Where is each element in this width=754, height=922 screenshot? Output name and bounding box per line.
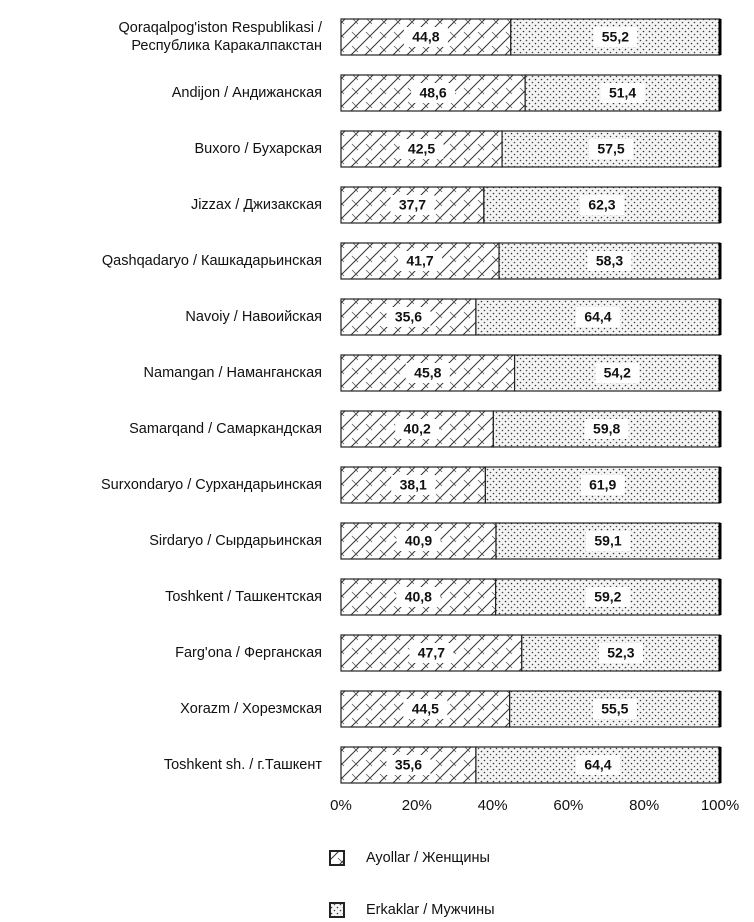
value-label-bg — [600, 83, 645, 103]
category-label: Andijon / Андижанская — [171, 85, 322, 101]
bar-segment — [340, 410, 494, 448]
value-label: 61,9 — [589, 477, 616, 493]
value-label: 51,4 — [609, 85, 636, 101]
category-label: Qoraqalpog'iston Respublikasi / Республи… — [118, 20, 322, 54]
legend-label: Ayollar / Женщины — [366, 850, 490, 866]
value-label-bg — [396, 587, 441, 607]
value-label: 35,6 — [395, 757, 422, 773]
bar-segment — [340, 466, 486, 504]
value-label: 64,4 — [584, 757, 611, 773]
category-label: Toshkent sh. / г.Ташкент — [163, 757, 322, 773]
value-label: 47,7 — [418, 645, 445, 661]
value-label-bg — [593, 27, 638, 47]
legend-label: Erkaklar / Мужчины — [366, 902, 495, 918]
value-label: 62,3 — [588, 197, 615, 213]
value-label: 48,6 — [419, 85, 446, 101]
category-label: Xorazm / Хорезмская — [180, 701, 322, 717]
value-label: 35,6 — [395, 309, 422, 325]
category-label: Farg'ona / Ферганская — [175, 645, 322, 661]
value-label-bg — [399, 139, 444, 159]
x-tick-label: 100% — [701, 797, 739, 814]
value-label: 44,5 — [412, 701, 439, 717]
value-label-bg — [592, 699, 637, 719]
value-label-bg — [589, 139, 634, 159]
value-label-bg — [396, 531, 441, 551]
bar-segment — [509, 690, 721, 728]
category-label: Sirdaryo / Сырдарьинская — [149, 533, 322, 549]
value-label-bg — [585, 587, 630, 607]
legend-swatch — [329, 902, 345, 918]
value-label: 44,8 — [412, 29, 439, 45]
value-label-bg — [587, 251, 632, 271]
legend-swatch — [329, 850, 345, 866]
value-label-bg — [580, 475, 625, 495]
category-label: Namangan / Наманганская — [143, 365, 322, 381]
value-label-bg — [403, 699, 448, 719]
value-label: 52,3 — [607, 645, 634, 661]
value-label: 59,1 — [594, 533, 621, 549]
value-label: 45,8 — [414, 365, 441, 381]
category-label: Jizzax / Джизакская — [190, 197, 322, 213]
value-label-bg — [390, 195, 435, 215]
value-label-bg — [403, 27, 448, 47]
value-label-bg — [598, 643, 643, 663]
value-label: 54,2 — [604, 365, 631, 381]
value-label-bg — [386, 755, 431, 775]
category-label: Navoiy / Навоийская — [185, 309, 322, 325]
value-label: 58,3 — [596, 253, 623, 269]
value-label: 57,5 — [597, 141, 624, 157]
value-label: 59,2 — [594, 589, 621, 605]
category-label: Surxondaryo / Сурхандарьинская — [101, 477, 322, 493]
value-label-bg — [411, 83, 456, 103]
value-label: 38,1 — [400, 477, 427, 493]
value-label-bg — [395, 419, 440, 439]
value-label-bg — [398, 251, 443, 271]
value-label-bg — [584, 419, 629, 439]
value-label: 41,7 — [406, 253, 433, 269]
category-label: Toshkent / Ташкентская — [165, 589, 322, 605]
value-label-bg — [579, 195, 624, 215]
category-label: Buxoro / Бухарская — [194, 141, 322, 157]
value-label: 55,2 — [602, 29, 629, 45]
category-label: Qashqadaryo / Кашкадарьинская — [101, 253, 322, 269]
value-label-bg — [391, 475, 436, 495]
x-tick-label: 0% — [330, 797, 352, 814]
value-label-bg — [409, 643, 454, 663]
x-tick-label: 20% — [402, 797, 432, 814]
value-label: 42,5 — [408, 141, 435, 157]
category-label: Samarqand / Самаркандская — [129, 421, 322, 437]
value-label-bg — [575, 307, 620, 327]
x-tick-label: 80% — [629, 797, 659, 814]
value-label-bg — [586, 531, 631, 551]
x-tick-label: 40% — [478, 797, 508, 814]
value-label: 40,9 — [405, 533, 432, 549]
value-label-bg — [575, 755, 620, 775]
value-label-bg — [386, 307, 431, 327]
value-label-bg — [595, 363, 640, 383]
value-label: 55,5 — [601, 701, 628, 717]
value-label: 64,4 — [584, 309, 611, 325]
value-label: 59,8 — [593, 421, 620, 437]
value-label: 37,7 — [399, 197, 426, 213]
bar-segment — [510, 18, 721, 56]
x-tick-label: 60% — [553, 797, 583, 814]
value-label-bg — [405, 363, 450, 383]
value-label: 40,8 — [405, 589, 432, 605]
value-label: 40,2 — [404, 421, 431, 437]
